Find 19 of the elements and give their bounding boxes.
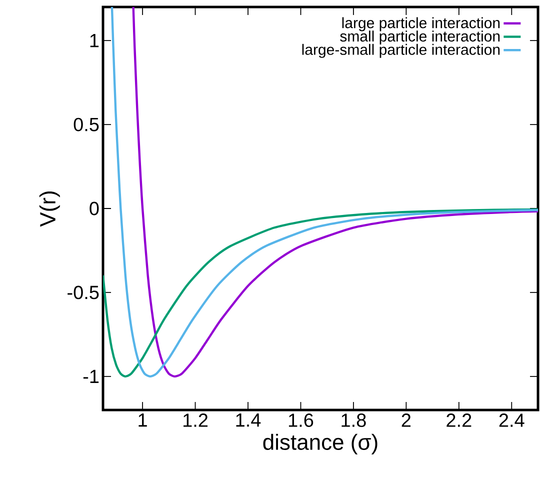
x-tick-label: 1.2 <box>184 414 208 427</box>
y-tick-label: -1 <box>83 370 99 383</box>
x-axis-title: distance (σ) <box>263 434 378 454</box>
y-tick-label: -0.5 <box>68 286 99 300</box>
x-tick-label: 2 <box>402 414 411 427</box>
x-tick-label: 1.8 <box>342 414 366 427</box>
legend-label: large-small particle interaction <box>302 44 500 58</box>
y-tick-label: 0.5 <box>74 118 99 132</box>
x-tick-label: 1.6 <box>288 414 314 427</box>
x-tick-label: 2.2 <box>446 414 472 427</box>
y-tick-label: 1 <box>90 34 99 48</box>
legend-label: small particle interaction <box>340 30 500 45</box>
x-tick-label: 2.4 <box>499 414 524 427</box>
y-axis-title: V(r) <box>39 192 60 227</box>
x-tick-label: 1 <box>138 414 147 427</box>
y-tick-label: 0 <box>90 202 99 216</box>
legend-label: large particle interaction <box>342 17 500 32</box>
x-tick-label: 1.4 <box>236 414 261 427</box>
line-series <box>103 208 538 378</box>
